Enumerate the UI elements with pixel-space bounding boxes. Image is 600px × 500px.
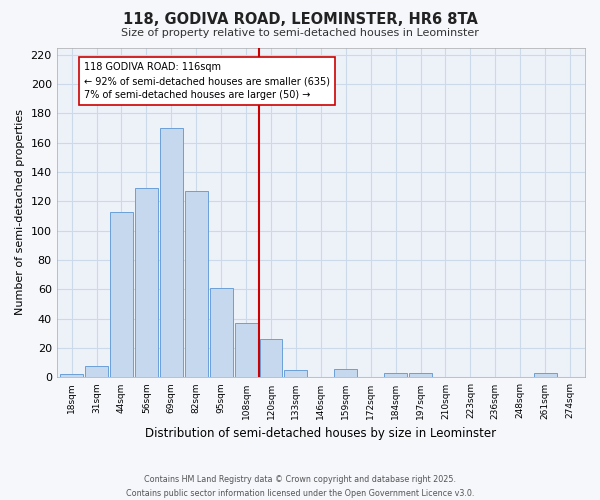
Bar <box>160 128 183 378</box>
X-axis label: Distribution of semi-detached houses by size in Leominster: Distribution of semi-detached houses by … <box>145 427 496 440</box>
Bar <box>209 288 233 378</box>
Bar <box>235 323 257 378</box>
Text: Size of property relative to semi-detached houses in Leominster: Size of property relative to semi-detach… <box>121 28 479 38</box>
Text: 118, GODIVA ROAD, LEOMINSTER, HR6 8TA: 118, GODIVA ROAD, LEOMINSTER, HR6 8TA <box>122 12 478 28</box>
Y-axis label: Number of semi-detached properties: Number of semi-detached properties <box>15 110 25 316</box>
Bar <box>60 374 83 378</box>
Bar <box>533 373 557 378</box>
Text: Contains HM Land Registry data © Crown copyright and database right 2025.
Contai: Contains HM Land Registry data © Crown c… <box>126 476 474 498</box>
Bar <box>260 340 283 378</box>
Bar <box>384 373 407 378</box>
Bar <box>409 373 432 378</box>
Bar <box>135 188 158 378</box>
Bar <box>284 370 307 378</box>
Bar <box>334 368 357 378</box>
Bar <box>110 212 133 378</box>
Bar <box>85 366 108 378</box>
Text: 118 GODIVA ROAD: 116sqm
← 92% of semi-detached houses are smaller (635)
7% of se: 118 GODIVA ROAD: 116sqm ← 92% of semi-de… <box>84 62 330 100</box>
Bar <box>185 191 208 378</box>
